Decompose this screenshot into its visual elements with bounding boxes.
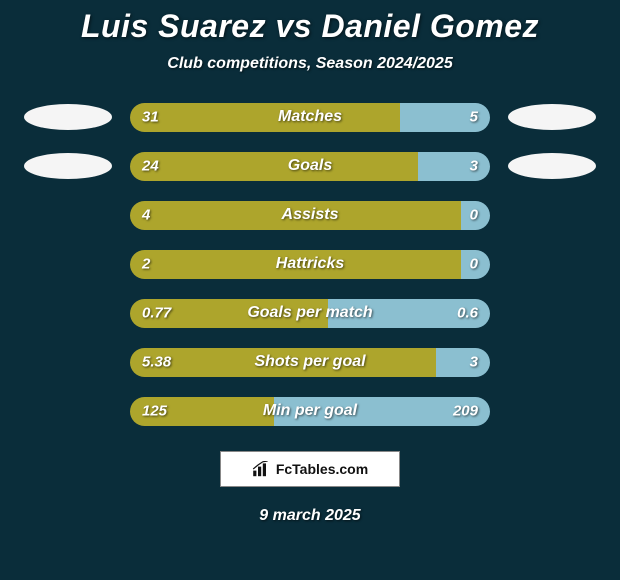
club-badge-left bbox=[18, 248, 118, 280]
club-badge-left bbox=[18, 346, 118, 378]
stat-rows: 31 5 Matches 24 3 Goals 4 0 Assists 2 0 Hattricks 0.… bbox=[0, 101, 620, 427]
right-value: 0 bbox=[470, 256, 478, 273]
metric-label: Hattricks bbox=[276, 255, 344, 273]
attribution-badge[interactable]: FcTables.com bbox=[220, 451, 400, 487]
club-badge-left bbox=[18, 395, 118, 427]
stat-bar: 2 0 Hattricks bbox=[130, 250, 490, 279]
club-badge-left bbox=[18, 101, 118, 133]
club-logo-placeholder bbox=[508, 153, 596, 179]
club-logo-placeholder bbox=[24, 153, 112, 179]
stat-bar: 125 209 Min per goal bbox=[130, 397, 490, 426]
right-value: 5 bbox=[470, 109, 478, 126]
club-logo-placeholder bbox=[24, 104, 112, 130]
stat-row: 24 3 Goals bbox=[0, 150, 620, 182]
club-badge-right bbox=[502, 150, 602, 182]
right-value: 0.6 bbox=[457, 305, 478, 322]
stat-bar: 31 5 Matches bbox=[130, 103, 490, 132]
left-value: 24 bbox=[142, 158, 159, 175]
right-value: 3 bbox=[470, 354, 478, 371]
club-badge-right bbox=[502, 346, 602, 378]
bar-left-fill bbox=[130, 152, 418, 181]
stat-row: 4 0 Assists bbox=[0, 199, 620, 231]
chart-icon bbox=[252, 461, 272, 477]
left-value: 125 bbox=[142, 403, 167, 420]
subtitle: Club competitions, Season 2024/2025 bbox=[0, 55, 620, 73]
metric-label: Goals per match bbox=[247, 304, 372, 322]
right-value: 0 bbox=[470, 207, 478, 224]
metric-label: Assists bbox=[282, 206, 339, 224]
stat-row: 5.38 3 Shots per goal bbox=[0, 346, 620, 378]
left-value: 0.77 bbox=[142, 305, 171, 322]
left-value: 31 bbox=[142, 109, 159, 126]
stat-bar: 5.38 3 Shots per goal bbox=[130, 348, 490, 377]
brand-text: FcTables.com bbox=[276, 461, 368, 477]
club-logo-placeholder bbox=[508, 104, 596, 130]
club-badge-right bbox=[502, 395, 602, 427]
stat-bar: 4 0 Assists bbox=[130, 201, 490, 230]
right-value: 3 bbox=[470, 158, 478, 175]
bar-right-fill bbox=[436, 348, 490, 377]
stat-bar: 0.77 0.6 Goals per match bbox=[130, 299, 490, 328]
club-badge-left bbox=[18, 199, 118, 231]
metric-label: Shots per goal bbox=[254, 353, 365, 371]
club-badge-left bbox=[18, 150, 118, 182]
metric-label: Goals bbox=[288, 157, 332, 175]
club-badge-right bbox=[502, 248, 602, 280]
metric-label: Matches bbox=[278, 108, 342, 126]
metric-label: Min per goal bbox=[263, 402, 357, 420]
stat-row: 2 0 Hattricks bbox=[0, 248, 620, 280]
stat-bar: 24 3 Goals bbox=[130, 152, 490, 181]
bar-left-fill bbox=[130, 103, 400, 132]
stat-row: 31 5 Matches bbox=[0, 101, 620, 133]
stat-row: 0.77 0.6 Goals per match bbox=[0, 297, 620, 329]
left-value: 2 bbox=[142, 256, 150, 273]
left-value: 4 bbox=[142, 207, 150, 224]
club-badge-right bbox=[502, 199, 602, 231]
left-value: 5.38 bbox=[142, 354, 171, 371]
bar-right-fill bbox=[418, 152, 490, 181]
report-date: 9 march 2025 bbox=[0, 507, 620, 525]
club-badge-right bbox=[502, 297, 602, 329]
page-title: Luis Suarez vs Daniel Gomez bbox=[0, 8, 620, 45]
comparison-panel: Luis Suarez vs Daniel Gomez Club competi… bbox=[0, 0, 620, 580]
club-badge-right bbox=[502, 101, 602, 133]
right-value: 209 bbox=[453, 403, 478, 420]
stat-row: 125 209 Min per goal bbox=[0, 395, 620, 427]
club-badge-left bbox=[18, 297, 118, 329]
